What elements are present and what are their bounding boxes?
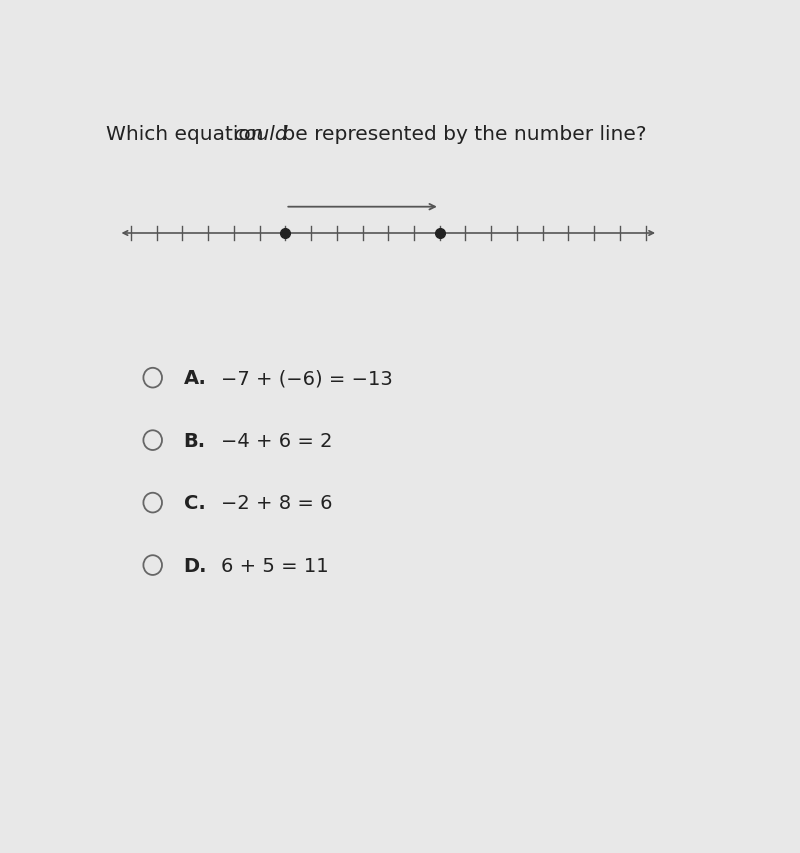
Text: −7 + (−6) = −13: −7 + (−6) = −13	[221, 368, 393, 388]
Text: be represented by the number line?: be represented by the number line?	[276, 125, 646, 144]
Text: A.: A.	[184, 368, 206, 388]
Text: D.: D.	[184, 556, 207, 575]
Text: −2 + 8 = 6: −2 + 8 = 6	[221, 494, 333, 513]
Text: C.: C.	[184, 494, 206, 513]
Text: could: could	[234, 125, 288, 144]
Text: Which equation: Which equation	[106, 125, 270, 144]
Text: −4 + 6 = 2: −4 + 6 = 2	[221, 431, 333, 450]
Text: B.: B.	[184, 431, 206, 450]
Text: 6 + 5 = 11: 6 + 5 = 11	[221, 556, 329, 575]
